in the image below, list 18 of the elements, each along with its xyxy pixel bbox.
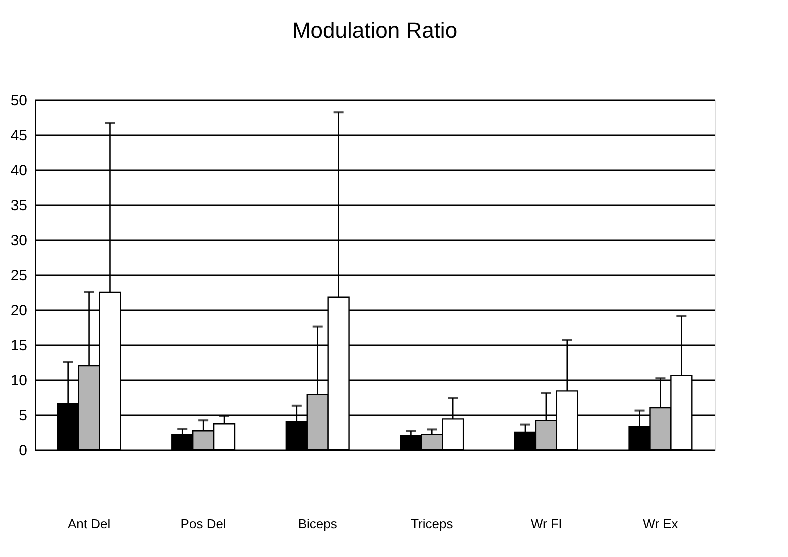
y-tick-label: 45 [10, 128, 28, 144]
x-tick-label: Triceps [411, 516, 454, 532]
y-tick-label: 0 [19, 442, 28, 460]
x-tick-label: Ant Del [68, 516, 111, 532]
y-tick-label: 20 [10, 302, 28, 320]
y-tick-label: 5 [19, 408, 28, 424]
chart-title: Modulation Ratio [292, 18, 458, 43]
x-tick-label: Pos Del [180, 516, 226, 532]
y-tick-label: 25 [10, 268, 28, 284]
y-tick-label: 35 [10, 198, 28, 214]
y-tick-label: 10 [10, 372, 28, 390]
y-tick-label: 40 [10, 162, 28, 180]
y-tick-label: 30 [10, 232, 28, 250]
x-tick-label: Wr Ex [643, 516, 679, 532]
x-tick-label: Biceps [298, 516, 338, 532]
x-tick-label: Wr Fl [531, 516, 562, 532]
y-tick-label: 15 [10, 338, 28, 354]
y-tick-label: 50 [10, 92, 28, 110]
